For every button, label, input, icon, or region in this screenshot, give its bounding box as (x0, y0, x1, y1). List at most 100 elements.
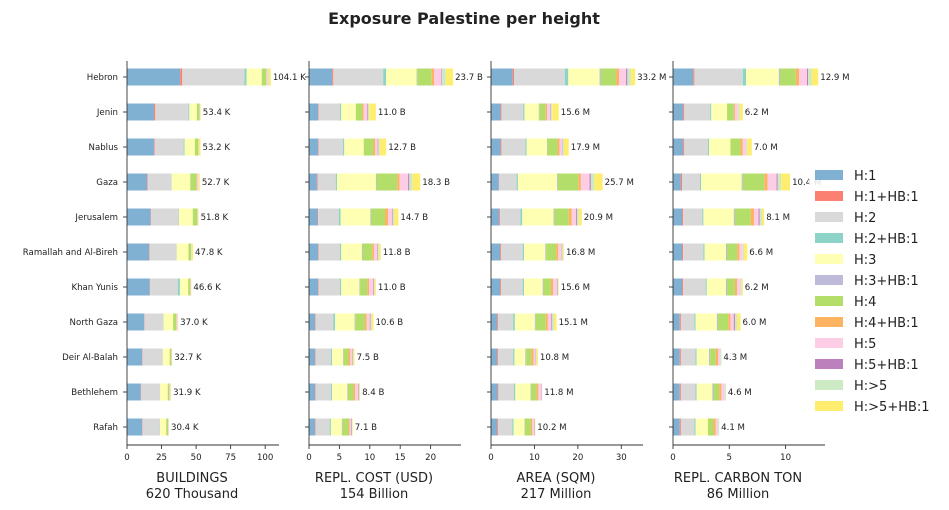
bar-segment (709, 348, 711, 366)
bar-segment (514, 68, 565, 86)
bar-segment (516, 173, 518, 191)
bar-segment (680, 348, 696, 366)
bar-segment (673, 313, 680, 331)
bar-segment (341, 243, 362, 261)
bar-segment (546, 243, 557, 261)
x-tick-label: 10 (780, 453, 791, 463)
bar-segment (500, 243, 523, 261)
bar-segment (712, 383, 714, 401)
x-tick-label: 30 (616, 453, 627, 463)
bar-segment (191, 243, 194, 261)
bar-segment (727, 103, 734, 121)
legend-swatch (815, 338, 843, 348)
panel-4: 12.9 M 6.2 M 7.0 M 10.4 M 8.1 M 6.6 M 6.2 M 6.0… (669, 61, 850, 502)
bar-segment (370, 208, 372, 226)
bar-segment (563, 138, 569, 156)
bar-segment (754, 208, 759, 226)
bar-segment (497, 418, 498, 436)
legend-label: H:1+HB:1 (854, 190, 919, 205)
category-label: Jerusalem (74, 213, 118, 223)
data-label: 6.2 M (745, 108, 769, 118)
legend-label: H:3 (854, 253, 876, 268)
bar-segment (383, 68, 387, 86)
bar-segment (491, 383, 498, 401)
bar-segment (558, 243, 562, 261)
bar-segment (719, 383, 722, 401)
bar-segment (491, 418, 498, 436)
bar-segment (709, 138, 731, 156)
bar-segment (350, 418, 352, 436)
bar-segment (730, 138, 741, 156)
bar-segment (441, 68, 443, 86)
data-label: 20.9 M (584, 213, 613, 223)
data-label: 4.1 M (721, 423, 745, 433)
bar-segment (150, 208, 179, 226)
bar-segment (500, 278, 501, 296)
bar-segment (335, 313, 355, 331)
bar-segment (431, 68, 435, 86)
bar-segment (710, 103, 712, 121)
bar-segment (351, 418, 353, 436)
category-label: Rafah (93, 423, 118, 433)
bar-segment (318, 103, 341, 121)
bar-segment (713, 418, 716, 436)
data-label: 8.4 B (362, 388, 384, 398)
bar-segment (747, 138, 752, 156)
bar-segment (741, 173, 743, 191)
bar-segment (700, 173, 702, 191)
bar-segment (554, 208, 569, 226)
bar-segment (127, 173, 148, 191)
data-label: 15.6 M (561, 283, 590, 293)
bar-segment (318, 138, 319, 156)
bar-segment (343, 348, 349, 366)
bar-segment (616, 68, 620, 86)
bar-segment (695, 313, 717, 331)
bar-segment (758, 208, 760, 226)
bar-segment (333, 313, 336, 331)
bar-segment (246, 68, 262, 86)
bar-segment (530, 418, 533, 436)
bar-segment (707, 138, 710, 156)
bar-segment (372, 243, 375, 261)
bar-segment (491, 138, 501, 156)
bar-segment (178, 208, 193, 226)
bar-segment (777, 173, 782, 191)
bar-segment (315, 383, 331, 401)
bar-segment (127, 418, 143, 436)
bar-segment (409, 173, 413, 191)
bar-segment (721, 383, 725, 401)
bar-segment (497, 383, 499, 401)
chart-panels: 104.1 K 53.4 K 53.2 K 52.7 K 51.8 K 47.8 K 46.… (23, 61, 850, 502)
data-label: 51.8 K (201, 213, 229, 223)
bar-segment (491, 313, 498, 331)
data-label: 14.7 B (400, 213, 428, 223)
bar-segment (725, 243, 728, 261)
bar-segment (716, 313, 719, 331)
bar-segment (524, 243, 546, 261)
bar-segment (367, 278, 370, 296)
bar-segment (724, 383, 726, 401)
bar-segment (513, 348, 515, 366)
panel-1: 104.1 K 53.4 K 53.2 K 52.7 K 51.8 K 47.8 K 46.… (23, 61, 306, 502)
bar-segment (347, 383, 354, 401)
bar-segment (333, 68, 384, 86)
bar-segment (352, 418, 353, 436)
bar-segment (535, 348, 537, 366)
bar-segment (347, 383, 348, 401)
bar-segment (315, 418, 316, 436)
data-label: 53.2 K (203, 143, 231, 153)
legend-label: H:1 (854, 169, 876, 184)
bar-segment (417, 68, 432, 86)
bar-segment (360, 278, 368, 296)
bar-segment (127, 278, 150, 296)
data-label: 16.8 M (566, 248, 595, 258)
legend-swatch (815, 170, 843, 180)
data-label: 18.3 B (422, 178, 450, 188)
bar-segment (309, 173, 317, 191)
bar-segment (547, 138, 558, 156)
bar-segment (491, 348, 498, 366)
bar-segment (520, 208, 523, 226)
bar-segment (318, 208, 339, 226)
x-tick-label: 5 (337, 453, 342, 463)
x-tick-label: 25 (156, 453, 167, 463)
